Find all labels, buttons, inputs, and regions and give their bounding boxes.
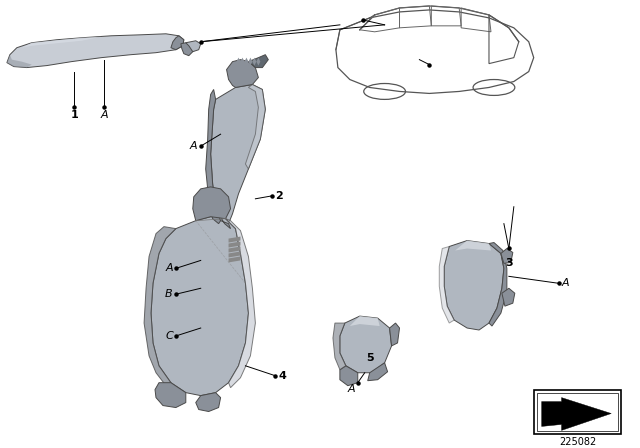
Text: 225082: 225082 xyxy=(559,437,596,448)
Polygon shape xyxy=(228,251,241,258)
Polygon shape xyxy=(502,288,515,306)
Polygon shape xyxy=(455,241,491,250)
Polygon shape xyxy=(248,58,252,65)
Polygon shape xyxy=(225,219,255,388)
Polygon shape xyxy=(22,37,101,47)
Polygon shape xyxy=(186,41,201,52)
Text: 2: 2 xyxy=(275,191,283,201)
Text: A: A xyxy=(100,110,108,121)
Text: 3: 3 xyxy=(505,258,513,268)
Text: 1: 1 xyxy=(70,110,78,121)
Polygon shape xyxy=(7,55,32,68)
Bar xyxy=(534,390,621,435)
Polygon shape xyxy=(228,241,241,247)
Polygon shape xyxy=(193,187,230,221)
Polygon shape xyxy=(390,323,399,346)
Polygon shape xyxy=(144,227,176,386)
Polygon shape xyxy=(340,366,358,386)
Polygon shape xyxy=(155,383,186,408)
Polygon shape xyxy=(211,85,266,224)
Text: B: B xyxy=(165,289,173,299)
Text: C: C xyxy=(165,331,173,341)
Polygon shape xyxy=(368,363,388,381)
Text: 5: 5 xyxy=(366,353,374,363)
Text: A: A xyxy=(165,263,173,273)
Text: A: A xyxy=(190,141,198,151)
Polygon shape xyxy=(228,256,241,263)
Polygon shape xyxy=(541,397,611,431)
Text: 4: 4 xyxy=(278,371,286,381)
Polygon shape xyxy=(350,316,380,326)
Polygon shape xyxy=(237,58,241,65)
Polygon shape xyxy=(7,34,184,68)
Polygon shape xyxy=(205,90,221,224)
Text: A: A xyxy=(562,278,570,289)
Polygon shape xyxy=(227,60,259,87)
Polygon shape xyxy=(489,242,507,326)
Polygon shape xyxy=(216,209,230,228)
Polygon shape xyxy=(444,241,504,330)
Polygon shape xyxy=(196,392,221,412)
Polygon shape xyxy=(257,58,260,65)
Bar xyxy=(537,392,618,431)
Polygon shape xyxy=(246,85,266,169)
Polygon shape xyxy=(244,58,248,65)
Polygon shape xyxy=(333,323,346,370)
Polygon shape xyxy=(501,249,513,263)
Polygon shape xyxy=(340,316,392,373)
Polygon shape xyxy=(151,217,248,396)
Text: A: A xyxy=(348,383,356,394)
Polygon shape xyxy=(248,55,268,68)
Polygon shape xyxy=(241,58,244,65)
Polygon shape xyxy=(252,58,257,65)
Polygon shape xyxy=(439,246,454,323)
Polygon shape xyxy=(171,36,184,50)
Polygon shape xyxy=(181,43,193,56)
Polygon shape xyxy=(228,237,241,242)
Polygon shape xyxy=(228,246,241,253)
